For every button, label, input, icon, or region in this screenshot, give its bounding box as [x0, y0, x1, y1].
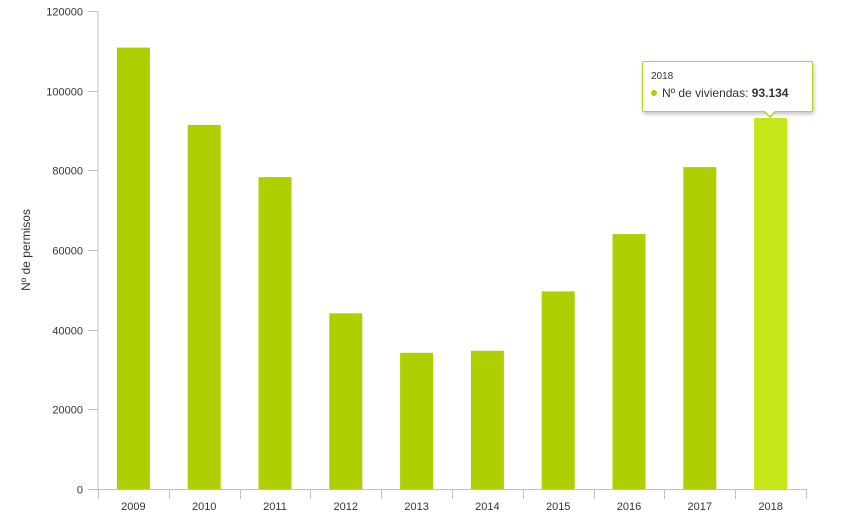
y-tick-label: 120000 [46, 7, 83, 19]
bar-2016[interactable] [612, 234, 646, 489]
y-tick-label: 100000 [46, 87, 83, 99]
bar-2013[interactable] [400, 352, 434, 489]
bar-2018[interactable] [754, 118, 788, 489]
x-tick-label: 2017 [688, 501, 712, 513]
y-tick-label: 0 [77, 485, 83, 497]
x-tick-label: 2009 [121, 501, 145, 513]
tooltip-pointer-inner [764, 110, 776, 116]
tooltip: 2018 Nº de viviendas: 93.134 [642, 61, 813, 112]
series-dot-icon [651, 89, 657, 96]
x-tick-label: 2016 [617, 501, 641, 513]
y-tick-label: 60000 [52, 246, 83, 258]
x-tick-label: 2015 [546, 501, 570, 513]
y-tick-label: 80000 [52, 166, 83, 178]
bar-2015[interactable] [541, 291, 575, 489]
bar-2017[interactable] [683, 167, 717, 489]
bar-2011[interactable] [258, 177, 292, 489]
y-tick-label: 20000 [52, 405, 83, 417]
x-tick-label: 2012 [334, 501, 358, 513]
tooltip-value: 93.134 [751, 86, 789, 100]
x-tick-label: 2011 [263, 501, 287, 513]
x-tick-label: 2018 [758, 501, 782, 513]
x-axis: 2009 2010 2011 2012 2013 2014 2015 2016 2017 2018 [98, 489, 807, 513]
y-axis: 0 20000 40000 60000 80000 100000 120000 [46, 7, 99, 497]
tooltip-row: Nº de viviendas: 93.134 [651, 86, 804, 100]
x-tick-label: 2010 [192, 501, 216, 513]
bar-2012[interactable] [329, 313, 363, 489]
bars [116, 47, 788, 490]
bar-2014[interactable] [470, 350, 504, 489]
y-tick-label: 40000 [52, 326, 83, 338]
tooltip-header: 2018 [651, 71, 674, 82]
x-tick-label: 2013 [404, 501, 428, 513]
x-tick-label: 2014 [475, 501, 499, 513]
bar-2009[interactable] [116, 47, 150, 489]
tooltip-series-label: Nº de viviendas: [662, 86, 752, 100]
bar-2010[interactable] [187, 124, 221, 490]
y-axis-title: Nº de permisos [19, 209, 33, 291]
